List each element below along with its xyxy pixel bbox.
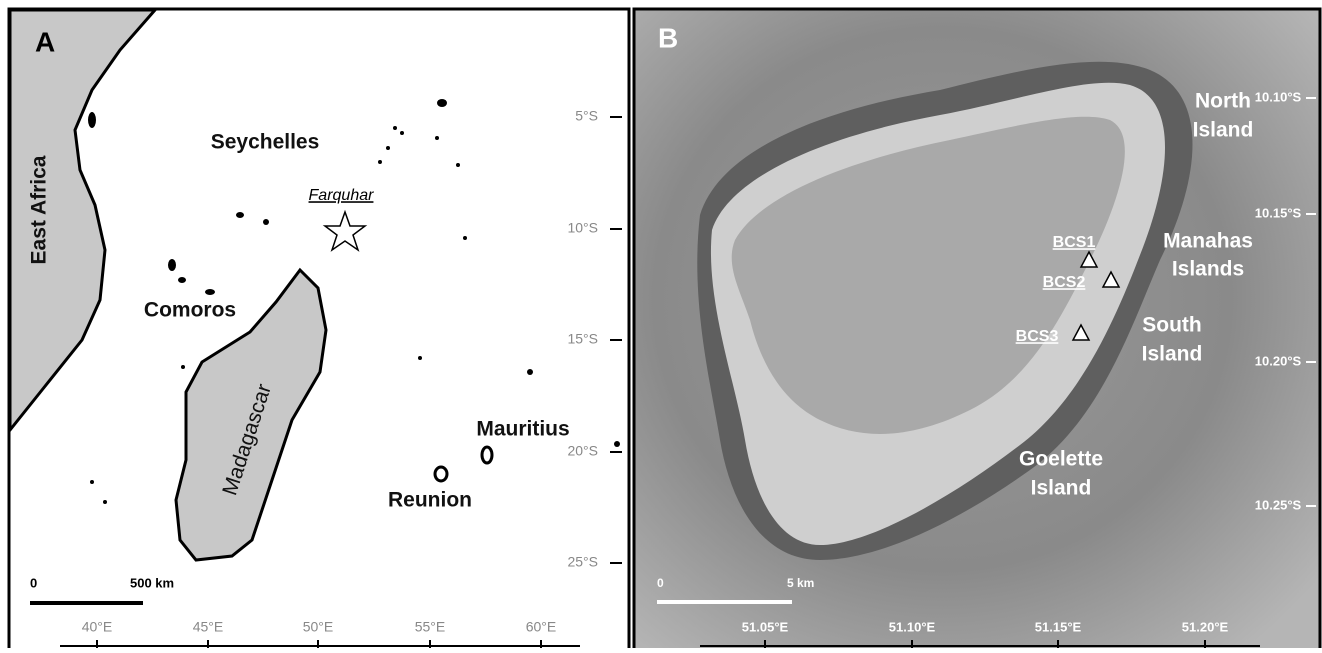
- lon-tick-label: 51.10°E: [889, 619, 936, 634]
- place-label: Manahas: [1163, 230, 1253, 253]
- lon-tick-label: 55°E: [415, 619, 446, 635]
- lat-tick-label: 20°S: [567, 443, 598, 459]
- lat-tick-label: 15°S: [567, 331, 598, 347]
- lat-tick-label: 25°S: [567, 554, 598, 570]
- lat-tick-label: 5°S: [575, 108, 598, 124]
- lon-tick-label: 51.05°E: [742, 619, 789, 634]
- lon-tick-label: 40°E: [82, 619, 113, 635]
- scale-label: 0: [30, 575, 37, 590]
- panel-a: A East Africa Seychelles Comoros Madagas…: [9, 9, 629, 648]
- site-label: BCS2: [1043, 274, 1086, 291]
- place-label: South: [1142, 314, 1201, 337]
- place-label: Island: [1142, 343, 1203, 366]
- site-label: Farquhar: [309, 187, 375, 204]
- place-label: Seychelles: [211, 131, 320, 154]
- lon-tick-label: 45°E: [193, 619, 224, 635]
- lon-tick-label: 50°E: [303, 619, 334, 635]
- place-label: Reunion: [388, 489, 472, 512]
- figure: A East Africa Seychelles Comoros Madagas…: [0, 0, 1322, 648]
- panel-label: B: [658, 22, 678, 53]
- scale-label: 500 km: [130, 575, 174, 590]
- place-label: Island: [1193, 119, 1254, 142]
- lat-tick-label: 10.20°S: [1255, 353, 1302, 368]
- place-label: Comoros: [144, 299, 236, 322]
- site-label: BCS3: [1016, 328, 1059, 345]
- island: [482, 447, 492, 463]
- place-label: North: [1195, 90, 1251, 113]
- site-label: BCS1: [1053, 234, 1096, 251]
- scale-label: 0: [657, 576, 664, 590]
- place-label: Goelette: [1019, 448, 1103, 471]
- island: [435, 467, 447, 481]
- lat-tick-label: 10.15°S: [1255, 205, 1302, 220]
- panel-b: B North Island Manahas Islands South Isl…: [634, 9, 1320, 648]
- place-label: Island: [1031, 477, 1092, 500]
- lat-tick-label: 10.10°S: [1255, 89, 1302, 104]
- lon-tick-label: 51.15°E: [1035, 619, 1082, 634]
- place-label: Islands: [1172, 258, 1244, 281]
- lon-tick-label: 51.20°E: [1182, 619, 1229, 634]
- lat-tick-label: 10°S: [567, 220, 598, 236]
- place-label: East Africa: [28, 155, 51, 264]
- lon-tick-label: 60°E: [526, 619, 557, 635]
- place-label: Mauritius: [476, 418, 569, 441]
- scale-label: 5 km: [787, 576, 814, 590]
- panel-label: A: [35, 26, 55, 57]
- lat-tick-label: 10.25°S: [1255, 497, 1302, 512]
